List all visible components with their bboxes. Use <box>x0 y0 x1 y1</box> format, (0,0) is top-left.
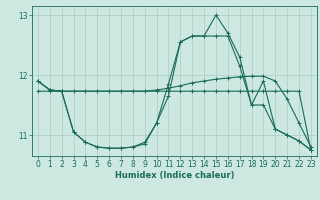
X-axis label: Humidex (Indice chaleur): Humidex (Indice chaleur) <box>115 171 234 180</box>
